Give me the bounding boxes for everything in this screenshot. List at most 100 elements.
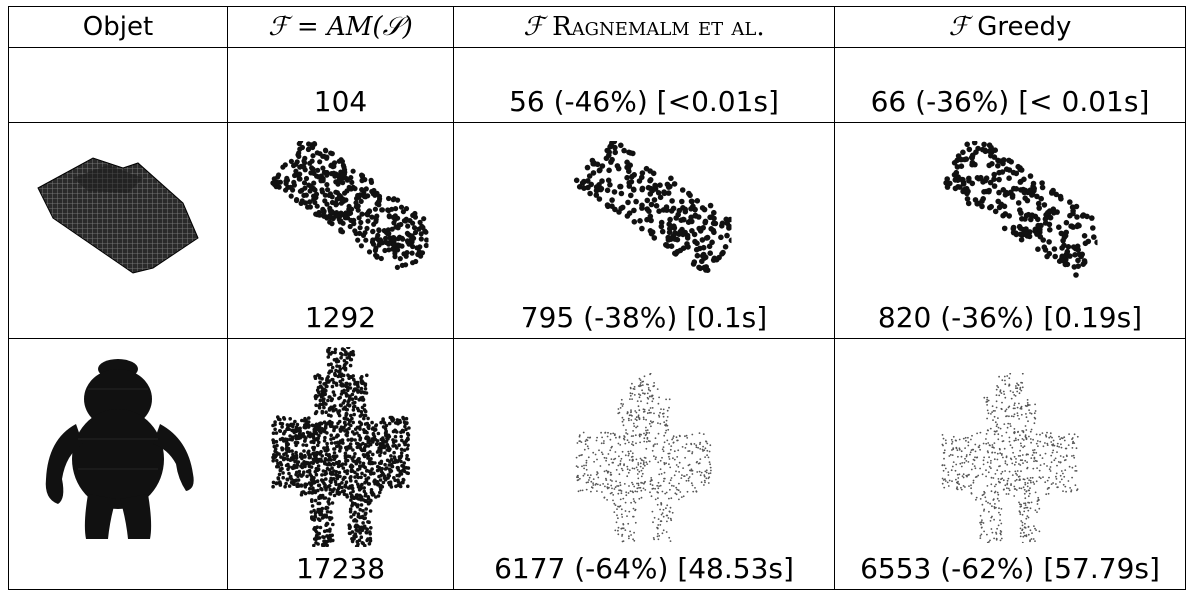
point-mark [1025,517,1028,520]
point-mark [1020,505,1023,508]
point-mark [635,411,638,414]
point-mark [289,456,293,460]
point-mark [1026,467,1028,470]
point-mark [301,470,306,474]
point-mark [625,494,628,497]
point-mark [1089,215,1095,221]
point-mark [648,411,651,414]
point-mark [1017,179,1024,185]
point-mark [699,237,706,243]
point-mark [654,437,657,440]
point-mark [1034,417,1037,420]
point-mark [639,486,642,489]
point-mark [322,429,327,434]
point-mark [1036,511,1038,513]
point-mark [627,454,630,457]
point-mark [345,400,350,404]
point-mark [996,176,1002,183]
point-mark [640,481,642,484]
point-mark [334,460,338,465]
am-cell: 17238 [227,338,454,590]
point-mark [1025,506,1027,509]
point-mark [650,477,653,479]
point-mark [1000,508,1003,510]
point-mark [1075,247,1081,253]
point-mark [1021,524,1024,527]
point-mark [620,492,623,495]
point-mark [950,438,953,441]
point-mark [603,456,606,459]
point-mark [1017,383,1019,386]
point-mark [986,417,988,420]
point-mark [1028,435,1030,438]
point-mark [666,439,669,442]
point-mark [326,205,332,211]
point-mark [350,495,354,500]
point-mark [999,427,1002,430]
point-mark [336,459,341,464]
point-mark [362,524,366,529]
point-mark [1005,456,1008,459]
point-mark [689,218,695,225]
point-mark [404,453,409,458]
point-mark [333,482,338,487]
point-mark [379,437,383,442]
point-mark [694,240,700,247]
point-mark [1062,490,1064,492]
point-mark [1036,467,1038,469]
point-mark [989,539,991,542]
point-mark [391,450,396,455]
point-mark [1002,456,1004,459]
point-mark [1042,220,1049,226]
point-mark [1008,385,1010,387]
point-mark [330,501,334,505]
point-mark [392,460,397,464]
point-mark [1048,436,1051,439]
point-mark [1060,443,1062,446]
point-mark [358,443,362,447]
point-mark [1024,522,1026,525]
point-mark [310,504,314,508]
point-mark [339,392,343,396]
point-mark [303,485,307,489]
point-mark [1045,493,1048,496]
point-mark [1005,431,1008,434]
point-mark [640,400,642,403]
point-mark [1034,491,1037,494]
point-mark [636,473,639,475]
point-mark [637,414,640,417]
point-mark [1026,453,1028,456]
point-mark [318,398,322,403]
point-mark [324,522,328,527]
point-mark [1015,489,1018,491]
point-mark [296,164,302,170]
point-mark [986,450,989,452]
point-mark [368,442,372,447]
point-mark [656,535,659,538]
point-mark [327,352,331,356]
point-mark [1020,389,1023,392]
point-mark [951,465,954,468]
point-mark [355,493,359,497]
point-mark [648,409,650,412]
point-mark [987,501,989,504]
point-mark [342,358,346,363]
point-mark [981,141,987,148]
point-mark [1031,532,1033,534]
object-cell [8,338,228,590]
point-mark [1062,483,1065,486]
point-mark [1012,451,1014,454]
point-mark [1052,253,1058,260]
point-mark [1032,481,1035,484]
point-mark [1067,444,1070,446]
point-mark [1072,454,1075,457]
point-mark [958,438,961,441]
point-mark [702,445,704,448]
point-mark [695,490,698,492]
point-mark [941,482,944,485]
point-mark [1031,185,1037,192]
point-mark [981,473,984,476]
point-mark [292,454,296,459]
point-mark [626,412,629,415]
point-mark [365,537,370,541]
